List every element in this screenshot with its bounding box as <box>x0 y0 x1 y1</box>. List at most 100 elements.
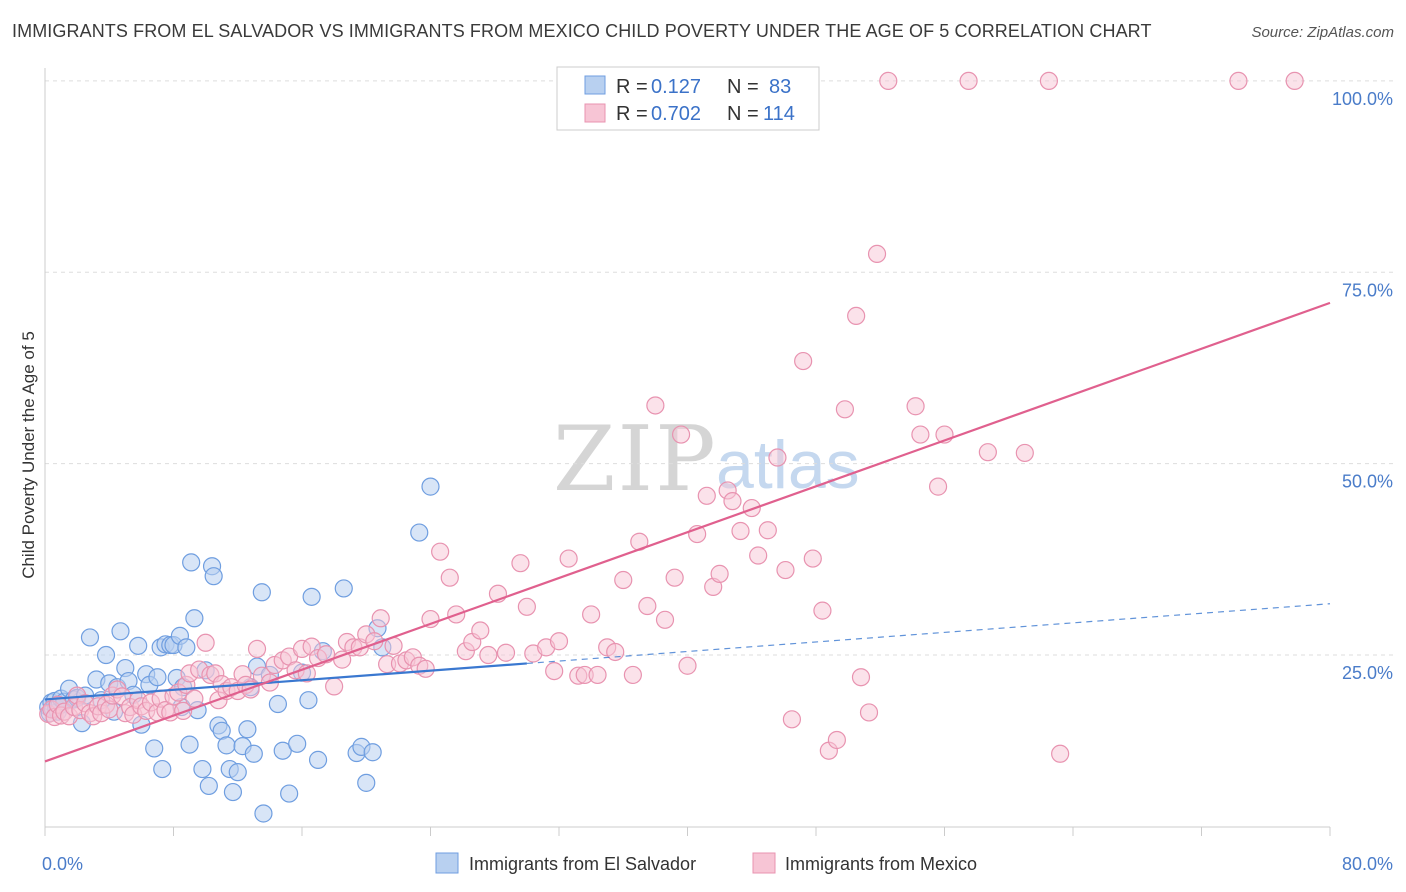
legend-bottom-label-pink: Immigrants from Mexico <box>785 854 977 874</box>
data-point-mexico <box>371 609 390 628</box>
data-point-mexico <box>906 397 925 416</box>
watermark-atlas: atlas <box>716 427 860 503</box>
data-point-mexico <box>638 596 657 616</box>
legend-r-label-2: R = <box>616 103 648 125</box>
trend-line-mexico <box>44 301 1331 763</box>
y-tick-label: 100.0% <box>1332 89 1393 109</box>
data-point-mexico <box>671 425 691 444</box>
data-point-mexico <box>545 662 564 681</box>
y-tick-labels: 25.0% 50.0% 75.0% 100.0% <box>1332 89 1393 683</box>
data-point-el-salvador <box>111 622 130 641</box>
x-tick-max: 80.0% <box>1342 854 1393 874</box>
data-point-mexico <box>710 564 729 583</box>
trend-line-el-salvador-extrapolated <box>526 603 1331 665</box>
data-point-el-salvador <box>129 636 148 655</box>
data-point-mexico <box>794 351 813 371</box>
data-point-el-salvador <box>273 741 292 760</box>
data-point-mexico <box>776 560 795 580</box>
data-point-el-salvador <box>410 523 429 542</box>
data-point-mexico <box>196 633 215 652</box>
data-point-el-salvador <box>363 743 382 762</box>
data-point-el-salvador <box>238 720 257 739</box>
data-point-el-salvador <box>357 773 376 792</box>
data-point-el-salvador <box>299 691 318 710</box>
series-mexico-points <box>39 71 1304 763</box>
data-point-el-salvador <box>280 784 299 803</box>
data-point-mexico <box>333 650 352 669</box>
data-point-mexico <box>1229 71 1248 91</box>
data-point-el-salvador <box>302 587 321 606</box>
data-point-el-salvador <box>193 759 212 779</box>
data-point-mexico <box>835 400 855 419</box>
data-point-mexico <box>440 568 459 587</box>
data-point-mexico <box>496 643 516 662</box>
data-point-el-salvador <box>182 553 201 572</box>
data-point-mexico <box>185 689 204 708</box>
data-point-mexico <box>479 645 498 665</box>
data-point-el-salvador <box>268 694 288 714</box>
data-point-el-salvador <box>148 668 167 687</box>
chart-title: IMMIGRANTS FROM EL SALVADOR VS IMMIGRANT… <box>12 21 1152 41</box>
data-point-mexico <box>549 632 569 651</box>
series-el-salvador-points <box>39 477 440 823</box>
legend-swatch-blue <box>584 75 606 95</box>
data-point-mexico <box>665 568 684 587</box>
trend-line-el-salvador <box>44 662 527 701</box>
legend-r-value-1: 0.127 <box>651 76 701 98</box>
data-point-el-salvador <box>177 638 196 657</box>
data-point-mexico <box>431 542 450 561</box>
legend-bottom: Immigrants from El Salvador Immigrants f… <box>435 852 977 874</box>
data-point-mexico <box>588 665 607 685</box>
data-point-el-salvador <box>254 804 273 823</box>
data-point-mexico <box>803 549 822 568</box>
legend-n-value-2: 114 <box>763 103 795 125</box>
data-point-el-salvador <box>252 583 271 602</box>
trend-lines <box>44 301 1331 763</box>
legend-r-value-2: 0.702 <box>651 103 701 125</box>
data-point-mexico <box>559 549 578 568</box>
data-point-el-salvador <box>308 750 328 769</box>
data-point-el-salvador <box>334 579 353 598</box>
data-point-mexico <box>867 244 887 264</box>
data-point-mexico <box>978 443 997 462</box>
data-point-mexico <box>851 668 871 687</box>
data-point-mexico <box>325 677 344 696</box>
watermark-zip: ZIP <box>553 407 718 512</box>
legend-r-label-1: R = <box>616 76 648 98</box>
data-point-mexico <box>517 597 536 616</box>
data-point-mexico <box>655 610 675 629</box>
legend-n-value-1: 83 <box>769 76 791 98</box>
data-point-el-salvador <box>288 734 307 753</box>
legend-n-label-2: N = <box>727 103 759 125</box>
data-point-el-salvador <box>421 477 440 496</box>
data-point-el-salvador <box>180 735 199 754</box>
data-point-mexico <box>731 521 750 541</box>
data-point-mexico <box>646 396 665 415</box>
x-tick-min: 0.0% <box>42 854 83 874</box>
data-point-mexico <box>511 554 530 573</box>
legend-bottom-swatch-blue <box>435 852 459 874</box>
data-point-mexico <box>859 703 879 722</box>
data-point-mexico <box>768 448 787 467</box>
data-point-el-salvador <box>199 776 218 796</box>
data-point-el-salvador <box>244 744 263 763</box>
data-point-mexico <box>928 477 948 496</box>
data-point-mexico <box>847 306 866 326</box>
data-point-el-salvador <box>145 739 164 758</box>
data-point-mexico <box>1039 71 1059 91</box>
data-point-mexico <box>813 601 832 620</box>
data-point-mexico <box>697 486 716 505</box>
data-point-mexico <box>247 639 267 659</box>
data-point-mexico <box>723 492 742 511</box>
data-point-mexico <box>1285 71 1304 91</box>
y-tick-label: 75.0% <box>1342 280 1393 300</box>
y-axis-label: Child Poverty Under the Age of 5 <box>19 331 38 579</box>
data-point-el-salvador <box>80 628 100 647</box>
data-point-el-salvador <box>153 759 172 779</box>
data-point-el-salvador <box>96 645 116 665</box>
data-point-el-salvador <box>223 782 243 802</box>
data-point-mexico <box>1015 443 1034 463</box>
data-point-mexico <box>749 546 768 565</box>
source-label: Source: ZipAtlas.com <box>1251 24 1394 41</box>
